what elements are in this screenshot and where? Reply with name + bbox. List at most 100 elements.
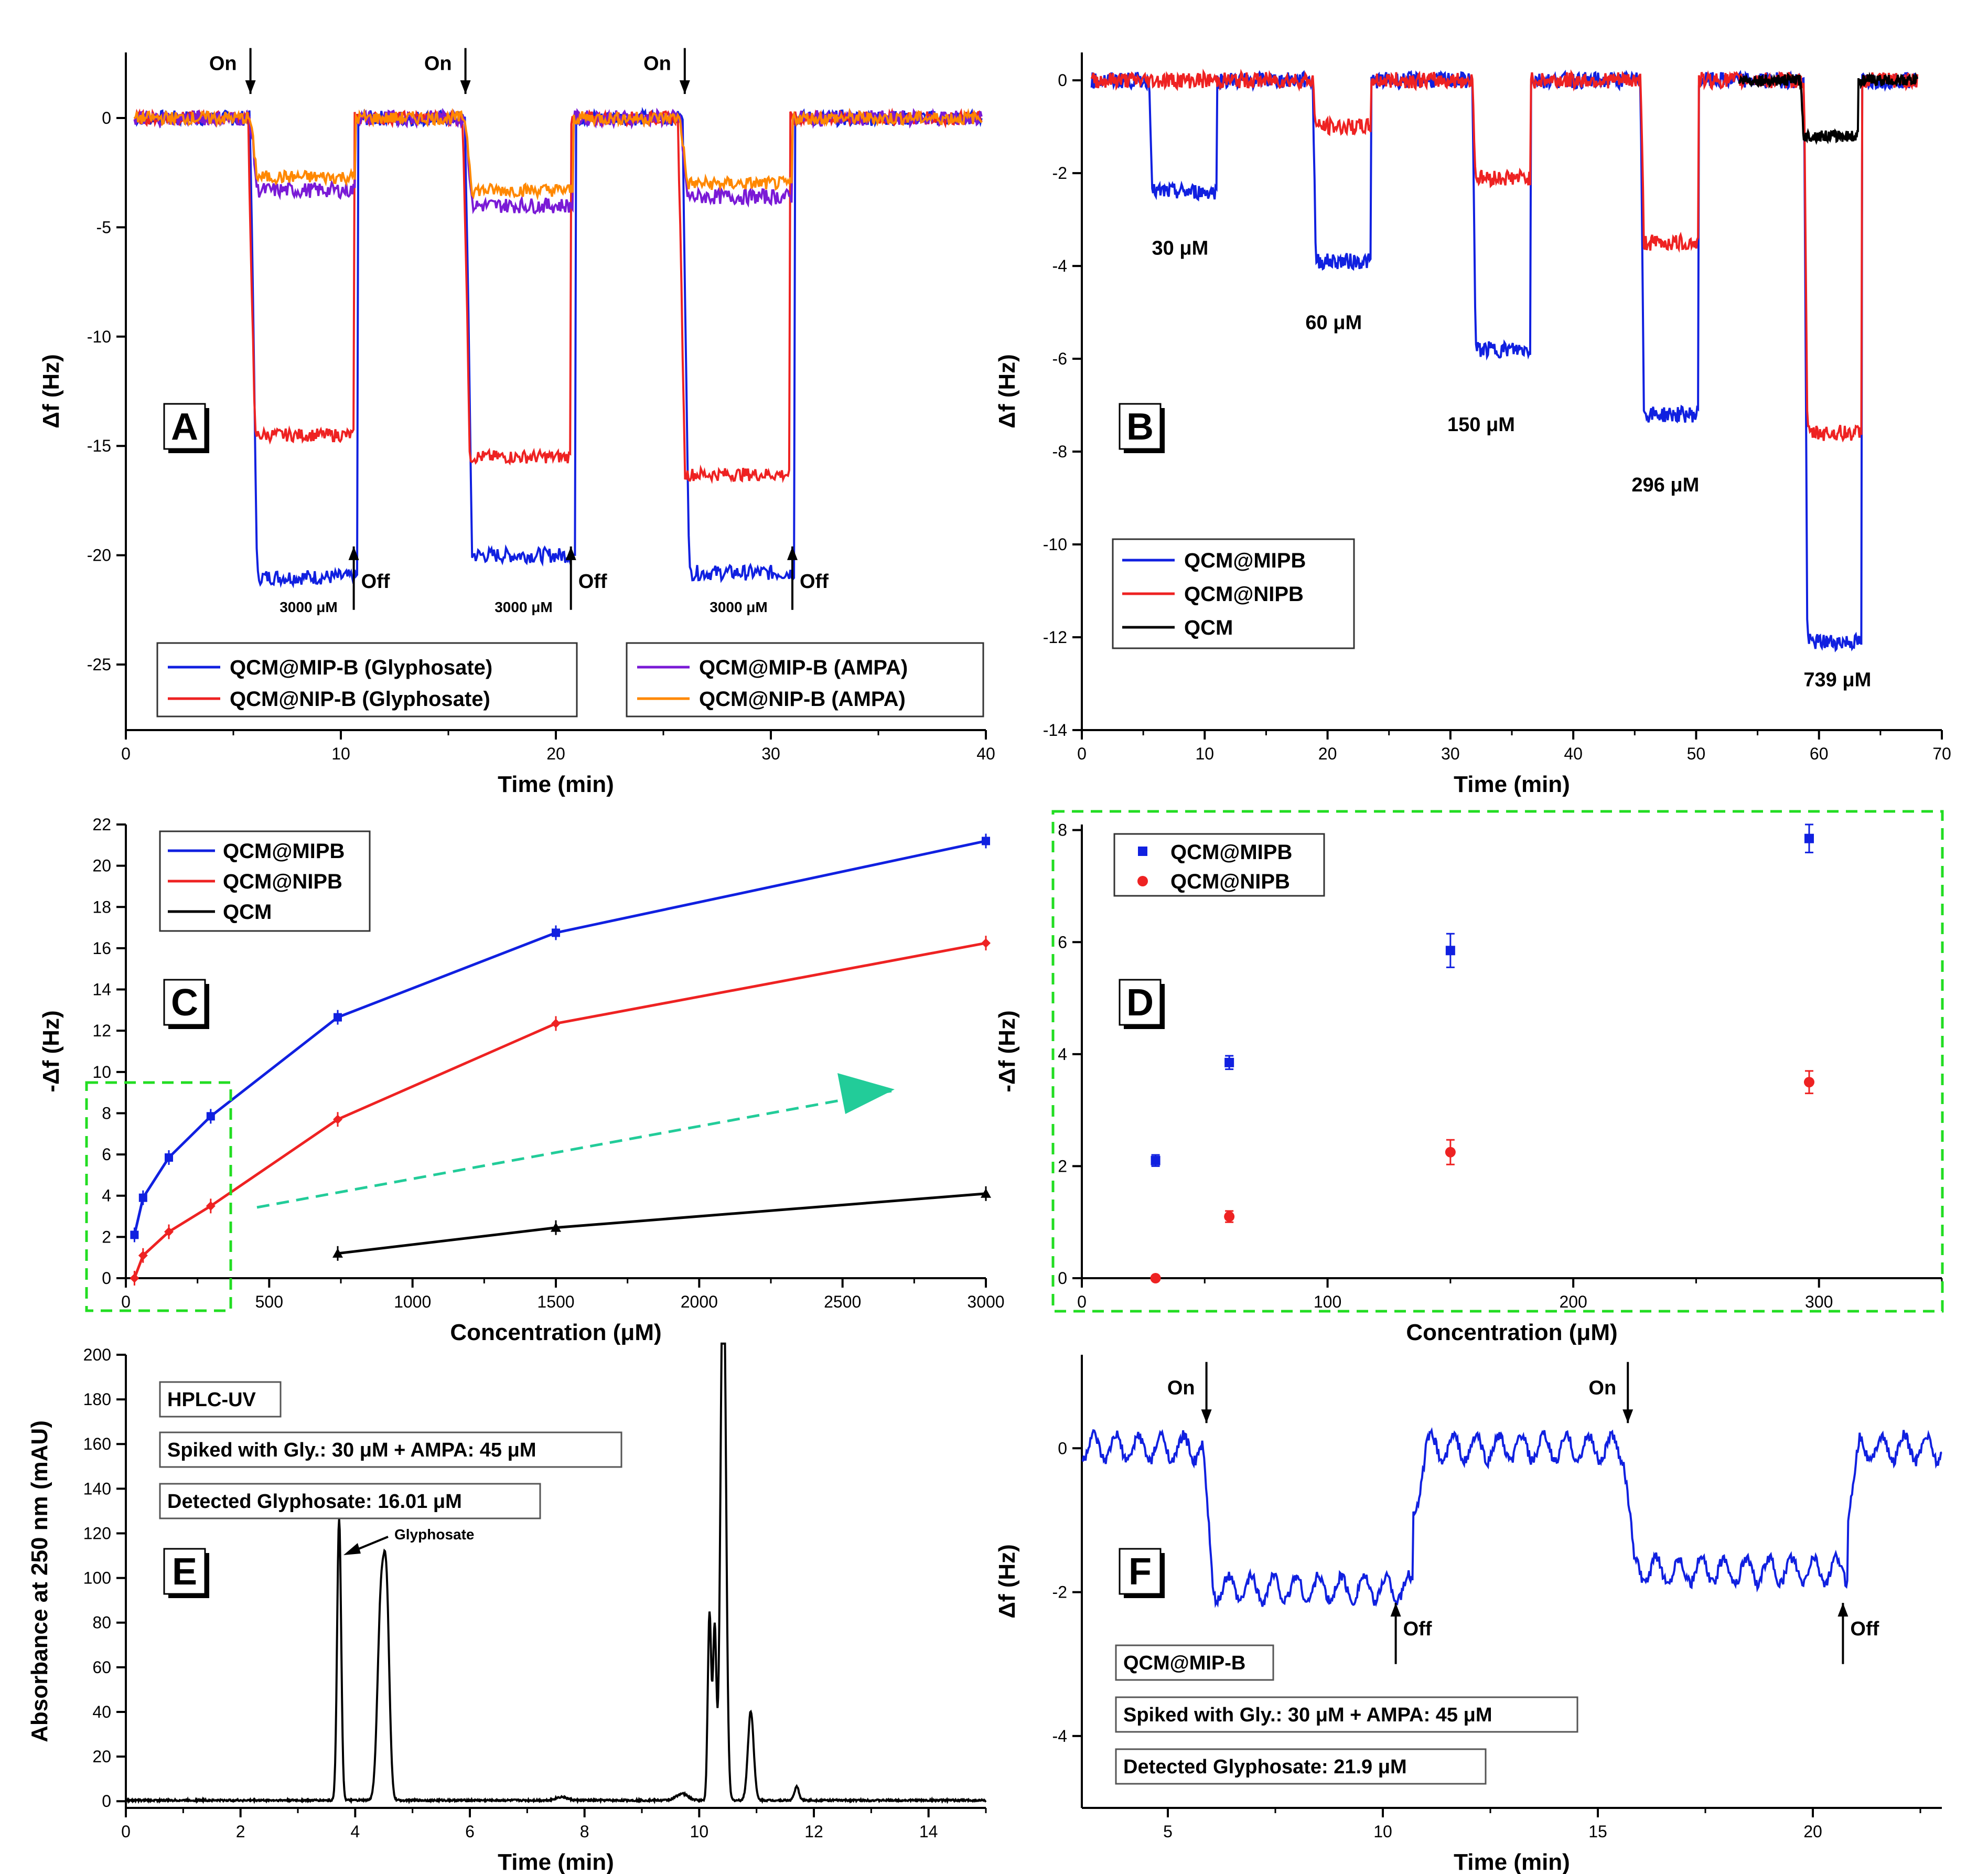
legend: QCM@MIPB QCM@NIPB QCM: [159, 830, 371, 932]
x-tick-label: 20: [1318, 744, 1337, 763]
panel-letter: E: [172, 1551, 197, 1593]
y-axis-label: Δf (Hz): [38, 354, 64, 429]
panel-f: 5 10 15 20 0 -2 -4 Time (min) Δf (Hz) On On Off Off Q…: [994, 1355, 1942, 1874]
y-tick-label: 200: [83, 1345, 111, 1364]
on-arrow-head: [1201, 1409, 1212, 1423]
y-tick-label: 60: [92, 1658, 111, 1677]
legend-label: QCM: [223, 901, 272, 924]
x-tick-label: 15: [1588, 1822, 1607, 1841]
y-tick-label: -20: [87, 546, 111, 565]
y-tick-label: 180: [83, 1390, 111, 1409]
legend-label: QCM: [1184, 616, 1233, 639]
legend-swatch: [1137, 876, 1148, 886]
panel-letter: D: [1126, 982, 1154, 1024]
on-label: On: [643, 52, 671, 74]
y-tick-label: -8: [1052, 442, 1067, 461]
annotation-box: [1115, 1748, 1487, 1785]
legend-label: QCM@NIP-B (AMPA): [699, 688, 906, 711]
peak-pointer-head: [343, 1543, 361, 1555]
y-tick-label: 8: [1058, 821, 1067, 840]
data-point: [1224, 1057, 1234, 1067]
data-point: [981, 1188, 991, 1198]
x-tick-label: 40: [1564, 744, 1583, 763]
panel-letter: F: [1129, 1551, 1152, 1593]
annotation-box: [159, 1431, 622, 1468]
concentration-label: 739 μM: [1803, 669, 1871, 691]
y-tick-label: -2: [1052, 164, 1067, 183]
data-point: [138, 1193, 147, 1202]
legend-label: QCM@MIPB: [1184, 549, 1306, 572]
legend-label: QCM@MIPB: [223, 840, 345, 863]
y-tick-label: 4: [1058, 1045, 1067, 1064]
y-tick-label: 10: [92, 1063, 111, 1081]
x-tick-label: 3000: [967, 1292, 1004, 1311]
x-axis-label: Concentration (μM): [1406, 1320, 1617, 1345]
panel-letter-box: [163, 1548, 206, 1595]
data-point: [1224, 1211, 1235, 1222]
x-axis-label: Concentration (μM): [450, 1320, 661, 1345]
y-axis-label: -Δf (Hz): [994, 1010, 1020, 1092]
legend: QCM@MIPB QCM@NIPB: [1113, 833, 1325, 897]
x-tick-label: 40: [976, 744, 995, 763]
annotation-box: [159, 1381, 282, 1418]
data-point: [333, 1013, 342, 1022]
y-tick-label: -2: [1052, 1583, 1067, 1602]
panel-letter-box: [163, 979, 206, 1026]
off-label: Off: [1850, 1618, 1879, 1640]
data-point: [130, 1273, 139, 1283]
data-point: [551, 1222, 561, 1232]
panel-e: 0 2 4 6 8 10 12 14020406080100120140160180200Ti…: [27, 1342, 987, 1874]
annotation-text: Detected Glyphosate: 21.9 μM: [1123, 1756, 1407, 1778]
legend-label: QCM@NIP-B (Glyphosate): [230, 688, 490, 711]
annotation-text: HPLC-UV: [167, 1389, 256, 1411]
chromatogram-line: [125, 1342, 987, 1805]
off-arrow-head: [787, 546, 798, 560]
legend-label: QCM@NIPB: [1170, 870, 1290, 893]
on-arrow-head: [245, 80, 256, 94]
concentration-label: 60 μM: [1305, 312, 1362, 334]
x-tick-label: 4: [350, 1822, 360, 1841]
concentration-label: 30 μM: [1152, 238, 1209, 260]
legend-ampa: QCM@MIP-B (AMPA) QCM@NIP-B (AMPA): [626, 642, 984, 718]
x-tick-label: 0: [1077, 1292, 1087, 1311]
annotation-text: Spiked with Gly.: 30 μM + AMPA: 45 μM: [167, 1439, 536, 1461]
y-tick-label: 0: [1058, 1269, 1067, 1288]
data-point: [1803, 1077, 1814, 1088]
legend-box: [156, 642, 578, 718]
on-label: On: [424, 52, 452, 74]
off-arrow-head: [565, 546, 576, 560]
y-tick-label: 80: [92, 1613, 111, 1632]
x-tick-label: 2000: [681, 1292, 718, 1311]
data-point: [551, 1019, 561, 1029]
legend-box: [626, 642, 984, 718]
y-tick-label: 20: [92, 856, 111, 875]
x-tick-label: 100: [1314, 1292, 1341, 1311]
data-point: [165, 1153, 173, 1162]
y-tick-label: 4: [102, 1186, 111, 1205]
data-point: [206, 1112, 215, 1121]
x-tick-label: 0: [121, 1822, 131, 1841]
x-axis-label: Time (min): [1454, 772, 1570, 797]
data-point: [982, 837, 990, 845]
legend-label: QCM@MIP-B (Glyphosate): [230, 656, 492, 679]
series-line-2: [133, 108, 983, 215]
off-arrow-head: [1837, 1603, 1849, 1617]
panel-letter: C: [171, 982, 198, 1024]
concentration-label: 296 μM: [1631, 474, 1699, 496]
y-tick-label: -4: [1052, 1727, 1067, 1746]
x-tick-label: 10: [1195, 744, 1214, 763]
y-tick-label: 0: [102, 1269, 111, 1288]
x-tick-label: 0: [121, 1292, 131, 1311]
legend-swatch: [1138, 847, 1147, 856]
data-point: [138, 1250, 148, 1260]
data-point: [1150, 1273, 1161, 1283]
x-tick-label: 30: [761, 744, 780, 763]
y-tick-label: 0: [102, 109, 111, 127]
zoom-region-box: [1051, 810, 1944, 1313]
series-line-0: [134, 106, 983, 588]
series-line-1: [1090, 68, 1919, 443]
annotation-text: QCM@MIP-B: [1123, 1652, 1245, 1674]
x-tick-label: 6: [465, 1822, 475, 1841]
on-arrow-head: [460, 80, 471, 94]
series-line-2: [1738, 71, 1919, 145]
